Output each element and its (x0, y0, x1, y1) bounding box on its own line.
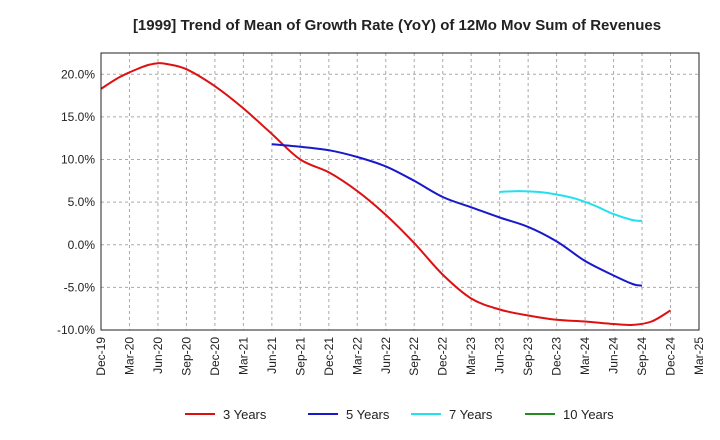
x-tick-label: Jun-24 (607, 337, 621, 374)
y-tick-label: -10.0% (57, 323, 95, 337)
x-tick-label: Mar-24 (578, 337, 592, 375)
y-tick-label: -5.0% (64, 280, 96, 294)
x-tick-label: Mar-22 (350, 337, 364, 375)
y-tick-label: 5.0% (68, 195, 96, 209)
series-lines (100, 62, 672, 327)
x-tick-label: Mar-25 (692, 337, 706, 375)
y-tick-label: 20.0% (61, 67, 95, 81)
x-tick-label: Sep-24 (635, 337, 649, 376)
x-tick-label: Jun-20 (151, 337, 165, 374)
y-tick-label: 15.0% (61, 110, 95, 124)
chart-title: [1999] Trend of Mean of Growth Rate (YoY… (133, 17, 661, 34)
series-line-5-years (271, 143, 643, 287)
legend-label-5-years: 5 Years (346, 407, 390, 422)
x-tick-label: Dec-23 (550, 337, 564, 376)
x-tick-label: Mar-20 (122, 337, 136, 375)
x-tick-label: Dec-19 (94, 337, 108, 376)
legend-label-10-years: 10 Years (563, 407, 614, 422)
x-tick-label: Jun-23 (493, 337, 507, 374)
x-tick-label: Jun-21 (265, 337, 279, 374)
x-tick-label: Dec-21 (322, 337, 336, 376)
legend: 3 Years 5 Years 7 Years 10 Years (185, 407, 614, 422)
series-line-7-years (499, 190, 643, 222)
legend-label-7-years: 7 Years (449, 407, 493, 422)
x-tick-label: Sep-20 (179, 337, 193, 376)
x-tick-label: Sep-21 (293, 337, 307, 376)
y-axis: -10.0% -5.0% 0.0% 5.0% 10.0% 15.0% 20.0% (57, 67, 95, 337)
y-tick-label: 10.0% (61, 153, 95, 167)
x-tick-label: Jun-22 (379, 337, 393, 374)
y-tick-label: 0.0% (68, 238, 96, 252)
grid (100, 53, 700, 331)
x-axis: Dec-19 Mar-20 Jun-20 Sep-20 Dec-20 Mar-21 Jun-… (94, 337, 706, 376)
x-tick-label: Dec-24 (664, 337, 678, 376)
series-line-3-years (100, 62, 672, 327)
x-tick-label: Dec-22 (436, 337, 450, 376)
legend-label-3-years: 3 Years (223, 407, 267, 422)
x-tick-label: Sep-22 (407, 337, 421, 376)
x-tick-label: Dec-20 (208, 337, 222, 376)
x-tick-label: Sep-23 (521, 337, 535, 376)
x-tick-label: Mar-23 (464, 337, 478, 375)
plot-area-border (100, 52, 700, 331)
x-tick-label: Mar-21 (236, 337, 250, 375)
